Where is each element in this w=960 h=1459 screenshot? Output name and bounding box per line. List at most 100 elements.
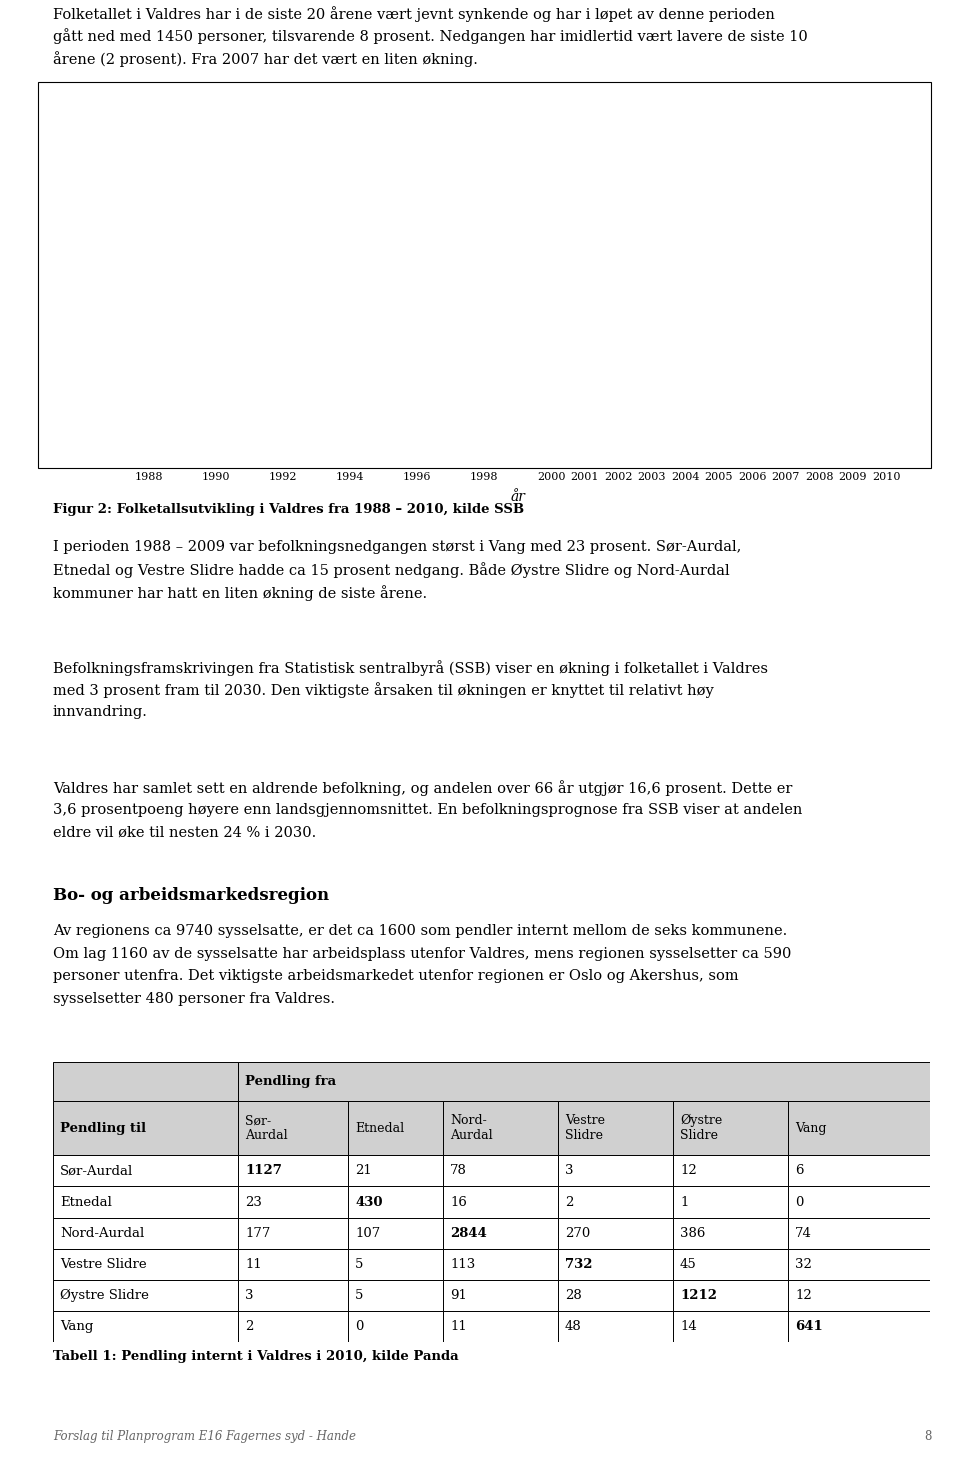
Text: med 3 prosent fram til 2030. Den viktigste årsaken til økningen er knyttet til r: med 3 prosent fram til 2030. Den viktigs… bbox=[53, 683, 713, 699]
Bar bbox=[238, 1062, 930, 1102]
Bar bbox=[558, 1156, 673, 1186]
Bar bbox=[673, 1102, 788, 1156]
Text: 641: 641 bbox=[795, 1320, 823, 1334]
Bar bbox=[348, 1249, 443, 1280]
Text: 12: 12 bbox=[795, 1288, 812, 1301]
Text: innvandring.: innvandring. bbox=[53, 705, 148, 719]
Text: 270: 270 bbox=[565, 1227, 590, 1240]
Text: Øystre
Slidre: Øystre Slidre bbox=[680, 1115, 722, 1142]
Text: 3,6 prosentpoeng høyere enn landsgjennomsnittet. En befolkningsprognose fra SSB : 3,6 prosentpoeng høyere enn landsgjennom… bbox=[53, 802, 803, 817]
Text: kommuner har hatt en liten økning de siste årene.: kommuner har hatt en liten økning de sis… bbox=[53, 585, 427, 601]
Text: 107: 107 bbox=[355, 1227, 380, 1240]
Bar bbox=[53, 1102, 238, 1156]
Y-axis label: personer: personer bbox=[51, 249, 64, 306]
Text: 1212: 1212 bbox=[680, 1288, 717, 1301]
Text: 732: 732 bbox=[565, 1258, 592, 1271]
Text: 3: 3 bbox=[565, 1164, 573, 1177]
Bar bbox=[788, 1280, 930, 1310]
Text: Om lag 1160 av de sysselsatte har arbeidsplass utenfor Valdres, mens regionen sy: Om lag 1160 av de sysselsatte har arbeid… bbox=[53, 947, 791, 960]
Text: Folketallet i Valdres har i de siste 20 årene vært jevnt synkende og har i løpet: Folketallet i Valdres har i de siste 20 … bbox=[53, 6, 775, 22]
Bar bbox=[558, 1280, 673, 1310]
Bar bbox=[348, 1156, 443, 1186]
Bar bbox=[348, 1102, 443, 1156]
Bar bbox=[238, 1156, 348, 1186]
Text: 177: 177 bbox=[245, 1227, 271, 1240]
Text: Vang: Vang bbox=[795, 1122, 827, 1135]
Bar bbox=[53, 1218, 238, 1249]
Text: 16: 16 bbox=[450, 1195, 467, 1208]
Text: Etnedal og Vestre Slidre hadde ca 15 prosent nedgang. Både Øystre Slidre og Nord: Etnedal og Vestre Slidre hadde ca 15 pro… bbox=[53, 563, 730, 578]
Text: Befolkningsframskrivingen fra Statistisk sentralbyrå (SSB) viser en økning i fol: Befolkningsframskrivingen fra Statistisk… bbox=[53, 659, 768, 676]
Text: gått ned med 1450 personer, tilsvarende 8 prosent. Nedgangen har imidlertid vært: gått ned med 1450 personer, tilsvarende … bbox=[53, 29, 807, 44]
Text: 1127: 1127 bbox=[245, 1164, 282, 1177]
Bar bbox=[53, 1310, 238, 1342]
Text: 11: 11 bbox=[450, 1320, 467, 1334]
Text: 8: 8 bbox=[924, 1430, 931, 1443]
Bar bbox=[673, 1280, 788, 1310]
Text: 74: 74 bbox=[795, 1227, 812, 1240]
Text: 11: 11 bbox=[245, 1258, 262, 1271]
Bar bbox=[558, 1310, 673, 1342]
Bar bbox=[558, 1186, 673, 1218]
Bar bbox=[53, 1249, 238, 1280]
Bar bbox=[443, 1249, 558, 1280]
Text: Nord-Aurdal: Nord-Aurdal bbox=[60, 1227, 144, 1240]
Bar bbox=[443, 1186, 558, 1218]
Text: 6: 6 bbox=[795, 1164, 804, 1177]
Text: Vang: Vang bbox=[60, 1320, 93, 1334]
Bar bbox=[348, 1280, 443, 1310]
Bar bbox=[53, 1280, 238, 1310]
Text: Sør-Aurdal: Sør-Aurdal bbox=[60, 1164, 133, 1177]
Text: 21: 21 bbox=[355, 1164, 372, 1177]
Bar bbox=[788, 1102, 930, 1156]
Bar bbox=[443, 1102, 558, 1156]
Text: Figur 2: Folketallsutvikling i Valdres fra 1988 – 2010, kilde SSB: Figur 2: Folketallsutvikling i Valdres f… bbox=[53, 503, 524, 516]
Text: 430: 430 bbox=[355, 1195, 382, 1208]
X-axis label: år: år bbox=[510, 490, 525, 503]
Text: 5: 5 bbox=[355, 1258, 364, 1271]
Text: 0: 0 bbox=[795, 1195, 804, 1208]
Bar bbox=[238, 1102, 348, 1156]
Bar bbox=[348, 1310, 443, 1342]
Text: Øystre Slidre: Øystre Slidre bbox=[60, 1288, 149, 1301]
Bar bbox=[673, 1186, 788, 1218]
Text: 113: 113 bbox=[450, 1258, 475, 1271]
Text: Vestre
Slidre: Vestre Slidre bbox=[565, 1115, 605, 1142]
Text: 32: 32 bbox=[795, 1258, 812, 1271]
Bar bbox=[443, 1310, 558, 1342]
Text: Etnedal: Etnedal bbox=[60, 1195, 112, 1208]
Text: 45: 45 bbox=[680, 1258, 697, 1271]
Text: Av regionens ca 9740 sysselsatte, er det ca 1600 som pendler internt mellom de s: Av regionens ca 9740 sysselsatte, er det… bbox=[53, 924, 787, 938]
Text: personer utenfra. Det viktigste arbeidsmarkedet utenfor regionen er Oslo og Aker: personer utenfra. Det viktigste arbeidsm… bbox=[53, 969, 738, 983]
Bar bbox=[558, 1218, 673, 1249]
Text: 5: 5 bbox=[355, 1288, 364, 1301]
Text: I perioden 1988 – 2009 var befolkningsnedgangen størst i Vang med 23 prosent. Sø: I perioden 1988 – 2009 var befolkningsne… bbox=[53, 540, 741, 554]
Text: Etnedal: Etnedal bbox=[355, 1122, 404, 1135]
Text: 28: 28 bbox=[565, 1288, 582, 1301]
Text: eldre vil øke til nesten 24 % i 2030.: eldre vil øke til nesten 24 % i 2030. bbox=[53, 826, 316, 839]
Text: årene (2 prosent). Fra 2007 har det vært en liten økning.: årene (2 prosent). Fra 2007 har det vært… bbox=[53, 51, 478, 67]
Bar bbox=[53, 1186, 238, 1218]
Bar bbox=[673, 1218, 788, 1249]
Bar bbox=[673, 1156, 788, 1186]
Bar bbox=[238, 1218, 348, 1249]
Text: Tabell 1: Pendling internt i Valdres i 2010, kilde Panda: Tabell 1: Pendling internt i Valdres i 2… bbox=[53, 1350, 459, 1363]
Bar bbox=[348, 1186, 443, 1218]
Bar bbox=[443, 1218, 558, 1249]
Text: 1: 1 bbox=[680, 1195, 688, 1208]
Bar bbox=[788, 1310, 930, 1342]
Bar bbox=[558, 1249, 673, 1280]
Bar bbox=[238, 1186, 348, 1218]
Text: 3: 3 bbox=[245, 1288, 253, 1301]
Bar bbox=[53, 1156, 238, 1186]
Text: Bo- og arbeidsmarkedsregion: Bo- og arbeidsmarkedsregion bbox=[53, 887, 329, 905]
Bar bbox=[238, 1280, 348, 1310]
Text: 23: 23 bbox=[245, 1195, 262, 1208]
Text: 78: 78 bbox=[450, 1164, 467, 1177]
Bar bbox=[238, 1249, 348, 1280]
Bar bbox=[38, 82, 931, 468]
Text: Valdres har samlet sett en aldrende befolkning, og andelen over 66 år utgjør 16,: Valdres har samlet sett en aldrende befo… bbox=[53, 781, 792, 795]
Text: 0: 0 bbox=[355, 1320, 364, 1334]
Text: 48: 48 bbox=[565, 1320, 582, 1334]
Text: 2: 2 bbox=[245, 1320, 253, 1334]
